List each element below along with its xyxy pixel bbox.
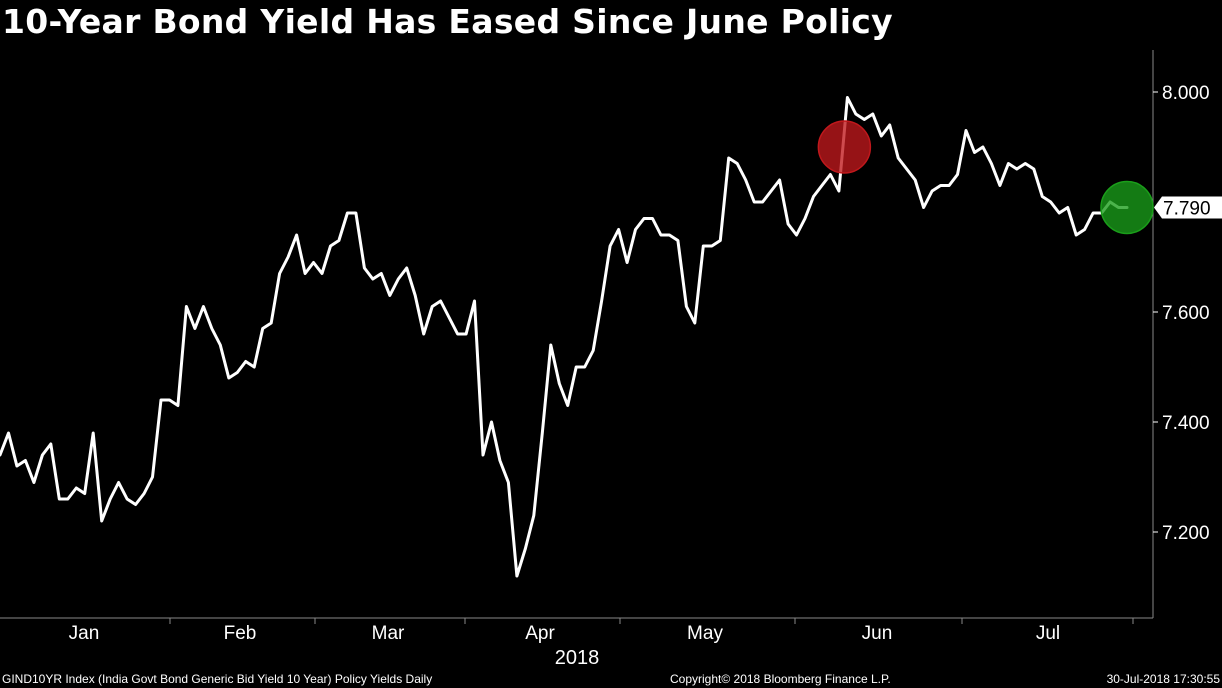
last-value-tag bbox=[1154, 196, 1222, 219]
latest-value-marker bbox=[1100, 180, 1154, 235]
june-policy-marker bbox=[817, 120, 872, 174]
x-tick-label: Jan bbox=[69, 623, 100, 644]
last-value-label: 7.790 bbox=[1154, 196, 1222, 220]
x-tick-label: Apr bbox=[525, 623, 555, 644]
x-tick-label: Mar bbox=[372, 623, 405, 644]
x-tick-label: Jun bbox=[862, 623, 893, 644]
series-line bbox=[0, 96, 1129, 578]
x-tick-label: Jul bbox=[1036, 623, 1060, 644]
x-tick-label: Feb bbox=[224, 623, 257, 644]
y-tick-label: 7.400 bbox=[1162, 413, 1210, 434]
footer-copyright: Copyright© 2018 Bloomberg Finance L.P. bbox=[670, 672, 891, 686]
footer-source: GIND10YR Index (India Govt Bond Generic … bbox=[2, 672, 433, 686]
x-axis-year-label: 2018 bbox=[555, 647, 600, 669]
y-axis-ticks: 8.000 7.600 7.400 7.200 bbox=[1153, 83, 1210, 544]
footer: GIND10YR Index (India Govt Bond Generic … bbox=[0, 670, 1222, 688]
chart-axes bbox=[0, 50, 1154, 619]
x-axis-ticks: Jan Feb Mar Apr May Jun Jul 2018 bbox=[69, 618, 1134, 669]
y-tick-label: 7.200 bbox=[1162, 523, 1210, 544]
chart-title: 10-Year Bond Yield Has Eased Since June … bbox=[2, 2, 893, 41]
last-value-text: 7.790 bbox=[1163, 199, 1211, 220]
chart-markers-overlay bbox=[817, 120, 1154, 235]
y-tick-label: 8.000 bbox=[1162, 83, 1210, 104]
chart-series bbox=[0, 96, 1129, 578]
y-tick-label: 7.600 bbox=[1162, 303, 1210, 324]
footer-timestamp: 30-Jul-2018 17:30:55 bbox=[1106, 672, 1220, 686]
x-tick-label: May bbox=[687, 623, 723, 644]
